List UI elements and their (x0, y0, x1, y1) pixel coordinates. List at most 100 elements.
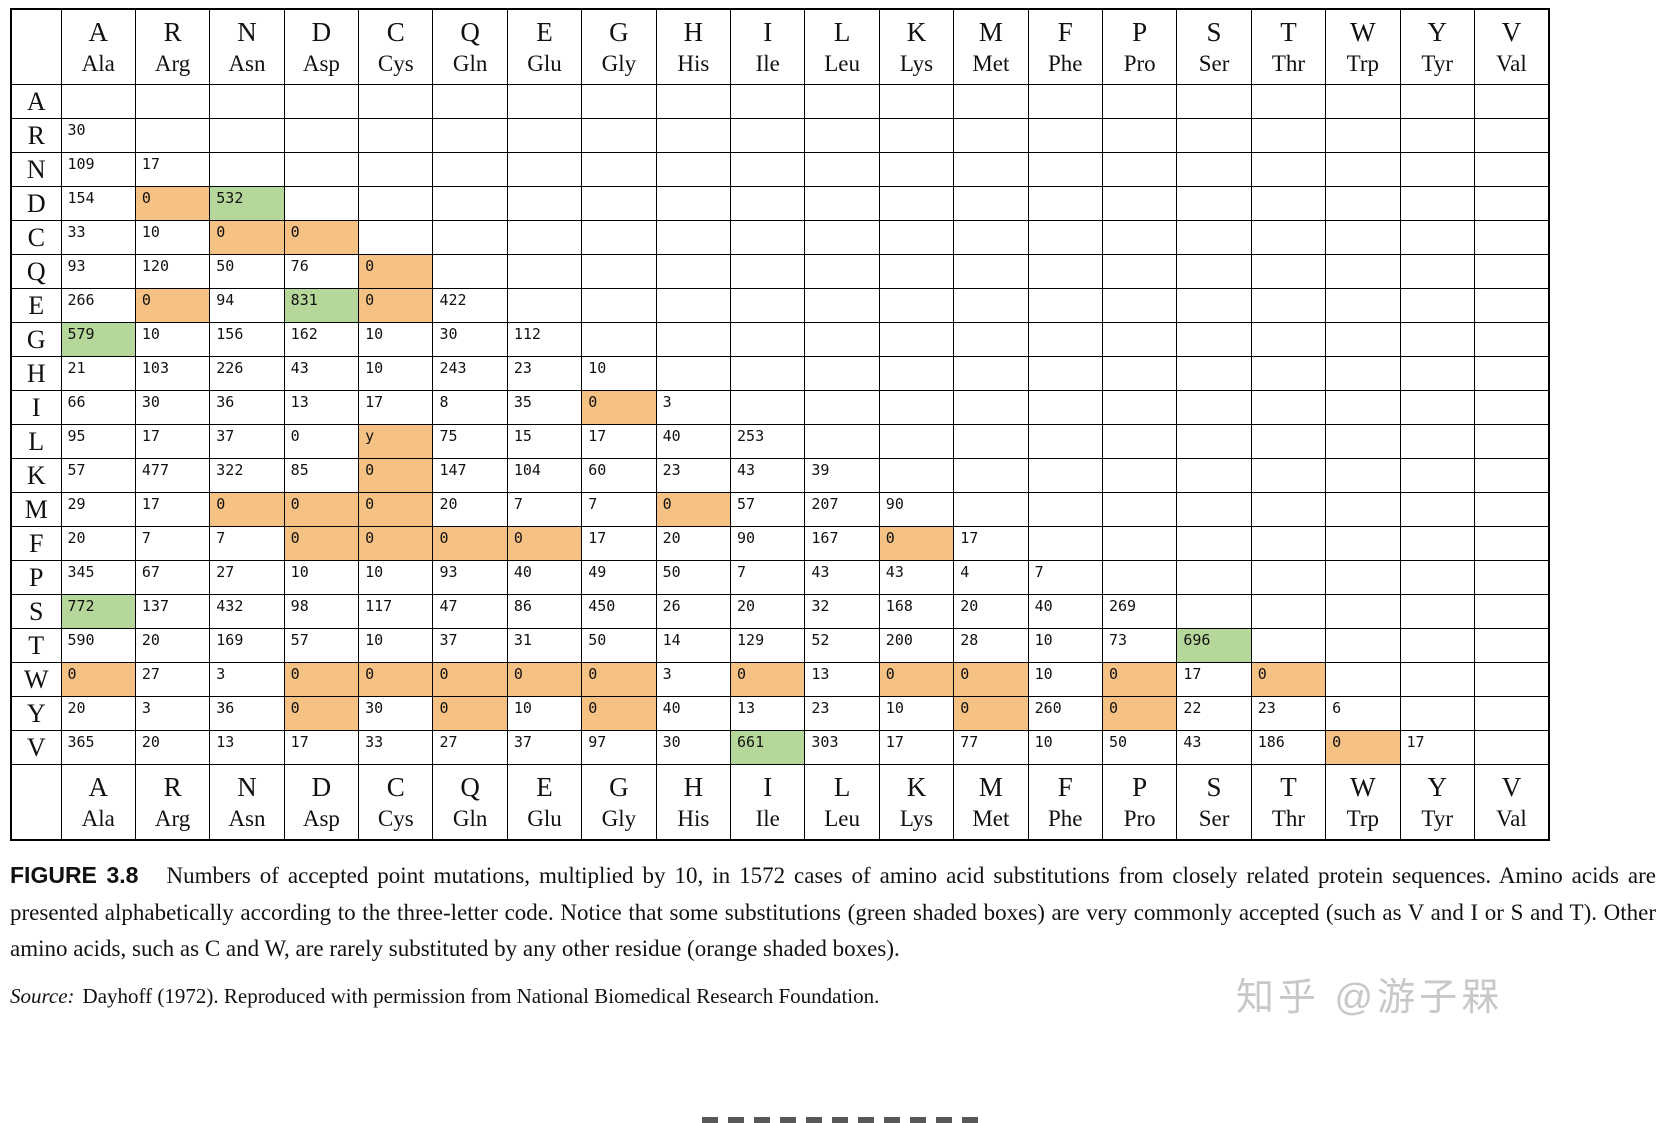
aa-code: Lys (899, 805, 934, 831)
cell-G-Q: 30 (432, 322, 508, 357)
cell-L-R: 17 (134, 424, 211, 459)
matrix-top-header: A Ala R Arg N Asn D Asp C Cys Q Gln E Glu G Gly H His I Ile… (10, 8, 1550, 85)
figure-label: FIGURE 3.8 (10, 862, 139, 888)
cell-P-R: 67 (134, 560, 211, 595)
aa-letter: T (1280, 16, 1297, 47)
matrix-row-Q: Q 93 120 50 76 0 (10, 254, 1550, 289)
cell-Y-A: 20 (60, 696, 136, 731)
aa-letter: S (1206, 16, 1222, 47)
empty-cell (283, 118, 360, 153)
matrix-row-P: P 345 67 27 10 10 93 40 49 50 7 43 43 4 7 (10, 560, 1550, 595)
empty-cell (1325, 220, 1401, 255)
aa-code: His (677, 50, 710, 76)
cell-F-A: 20 (60, 526, 136, 561)
cell-L-A: 95 (60, 424, 136, 459)
empty-cell (730, 390, 806, 425)
matrix-row-M: M 29 17 0 0 0 20 7 7 0 57 207 90 (10, 492, 1550, 527)
cell-N-R: 17 (134, 152, 211, 187)
cell-P-F: 7 (1027, 560, 1103, 595)
aa-letter: L (833, 771, 851, 802)
empty-cell (1027, 288, 1103, 323)
empty-cell (1176, 288, 1252, 323)
empty-cell (878, 118, 955, 153)
aa-code: Asp (302, 50, 340, 76)
cell-W-G: 0 (581, 662, 657, 697)
empty-cell (1176, 118, 1252, 153)
top-header-met: M Met (953, 8, 1029, 85)
empty-cell (1325, 288, 1401, 323)
empty-cell (953, 390, 1029, 425)
aa-code: Gly (601, 805, 637, 831)
cell-S-F: 40 (1027, 594, 1103, 629)
empty-cell (1027, 186, 1103, 221)
cell-Y-T: 23 (1250, 696, 1327, 731)
aa-code: Asn (228, 805, 266, 831)
matrix-row-L: L 95 17 37 0 y 75 15 17 40 253 (10, 424, 1550, 459)
cell-S-A: 772 (60, 594, 136, 629)
cell-P-L: 43 (804, 560, 880, 595)
cell-V-F: 10 (1027, 730, 1103, 765)
aa-letter: D (311, 16, 332, 47)
cell-R-A: 30 (60, 118, 136, 153)
cell-L-C: y (358, 424, 434, 459)
empty-cell (1473, 356, 1550, 391)
empty-cell (730, 288, 806, 323)
aa-letter: N (237, 16, 257, 47)
empty-cell (1101, 254, 1178, 289)
matrix-row-G: G 579 10 156 162 10 30 112 (10, 322, 1550, 357)
matrix-row-I: I 66 30 36 13 17 8 35 0 3 (10, 390, 1550, 425)
cell-V-G: 97 (581, 730, 657, 765)
empty-cell (1027, 152, 1103, 187)
cell-M-Q: 20 (432, 492, 508, 527)
empty-cell (358, 186, 434, 221)
empty-cell (506, 118, 583, 153)
empty-cell (506, 152, 583, 187)
empty-cell (1399, 526, 1475, 561)
aa-code: Asp (302, 805, 340, 831)
empty-cell (283, 152, 360, 187)
top-corner-cell (10, 8, 62, 85)
empty-cell (1325, 628, 1401, 663)
empty-cell (1325, 356, 1401, 391)
aa-letter: W (1350, 771, 1376, 802)
empty-cell (581, 322, 657, 357)
cell-F-R: 7 (134, 526, 211, 561)
cell-V-R: 20 (134, 730, 211, 765)
empty-cell (953, 424, 1029, 459)
top-header-trp: W Trp (1325, 8, 1401, 85)
cell-P-A: 345 (60, 560, 136, 595)
cell-I-H: 3 (655, 390, 732, 425)
cell-P-C: 10 (358, 560, 434, 595)
aa-letter: M (978, 771, 1003, 802)
row-header-I: I (10, 390, 62, 425)
empty-cell (1176, 356, 1252, 391)
cell-W-I: 0 (730, 662, 806, 697)
empty-cell (1325, 390, 1401, 425)
cell-T-C: 10 (358, 628, 434, 663)
cell-D-R: 0 (134, 186, 211, 221)
empty-cell (1250, 424, 1327, 459)
cell-Y-S: 22 (1176, 696, 1252, 731)
empty-cell (1027, 424, 1103, 459)
cell-M-K: 90 (878, 492, 955, 527)
empty-cell (1250, 492, 1327, 527)
empty-cell (953, 288, 1029, 323)
cell-V-N: 13 (209, 730, 285, 765)
empty-cell (581, 152, 657, 187)
cell-F-C: 0 (358, 526, 434, 561)
empty-cell (432, 118, 508, 153)
aa-letter: N (237, 771, 257, 802)
aa-code: Asn (228, 50, 266, 76)
top-header-glu: E Glu (506, 8, 583, 85)
cell-K-Q: 147 (432, 458, 508, 493)
empty-cell (1101, 424, 1178, 459)
bottom-header-gly: G Gly (581, 764, 657, 841)
cell-M-A: 29 (60, 492, 136, 527)
cell-K-A: 57 (60, 458, 136, 493)
cell-H-E: 23 (506, 356, 583, 391)
aa-code: Arg (154, 805, 191, 831)
cell-V-D: 17 (283, 730, 360, 765)
empty-cell (1399, 220, 1475, 255)
empty-cell (358, 84, 434, 119)
pam-mutation-matrix: A Ala R Arg N Asn D Asp C Cys Q Gln E Glu G Gly H His I Ile… (10, 8, 1550, 841)
